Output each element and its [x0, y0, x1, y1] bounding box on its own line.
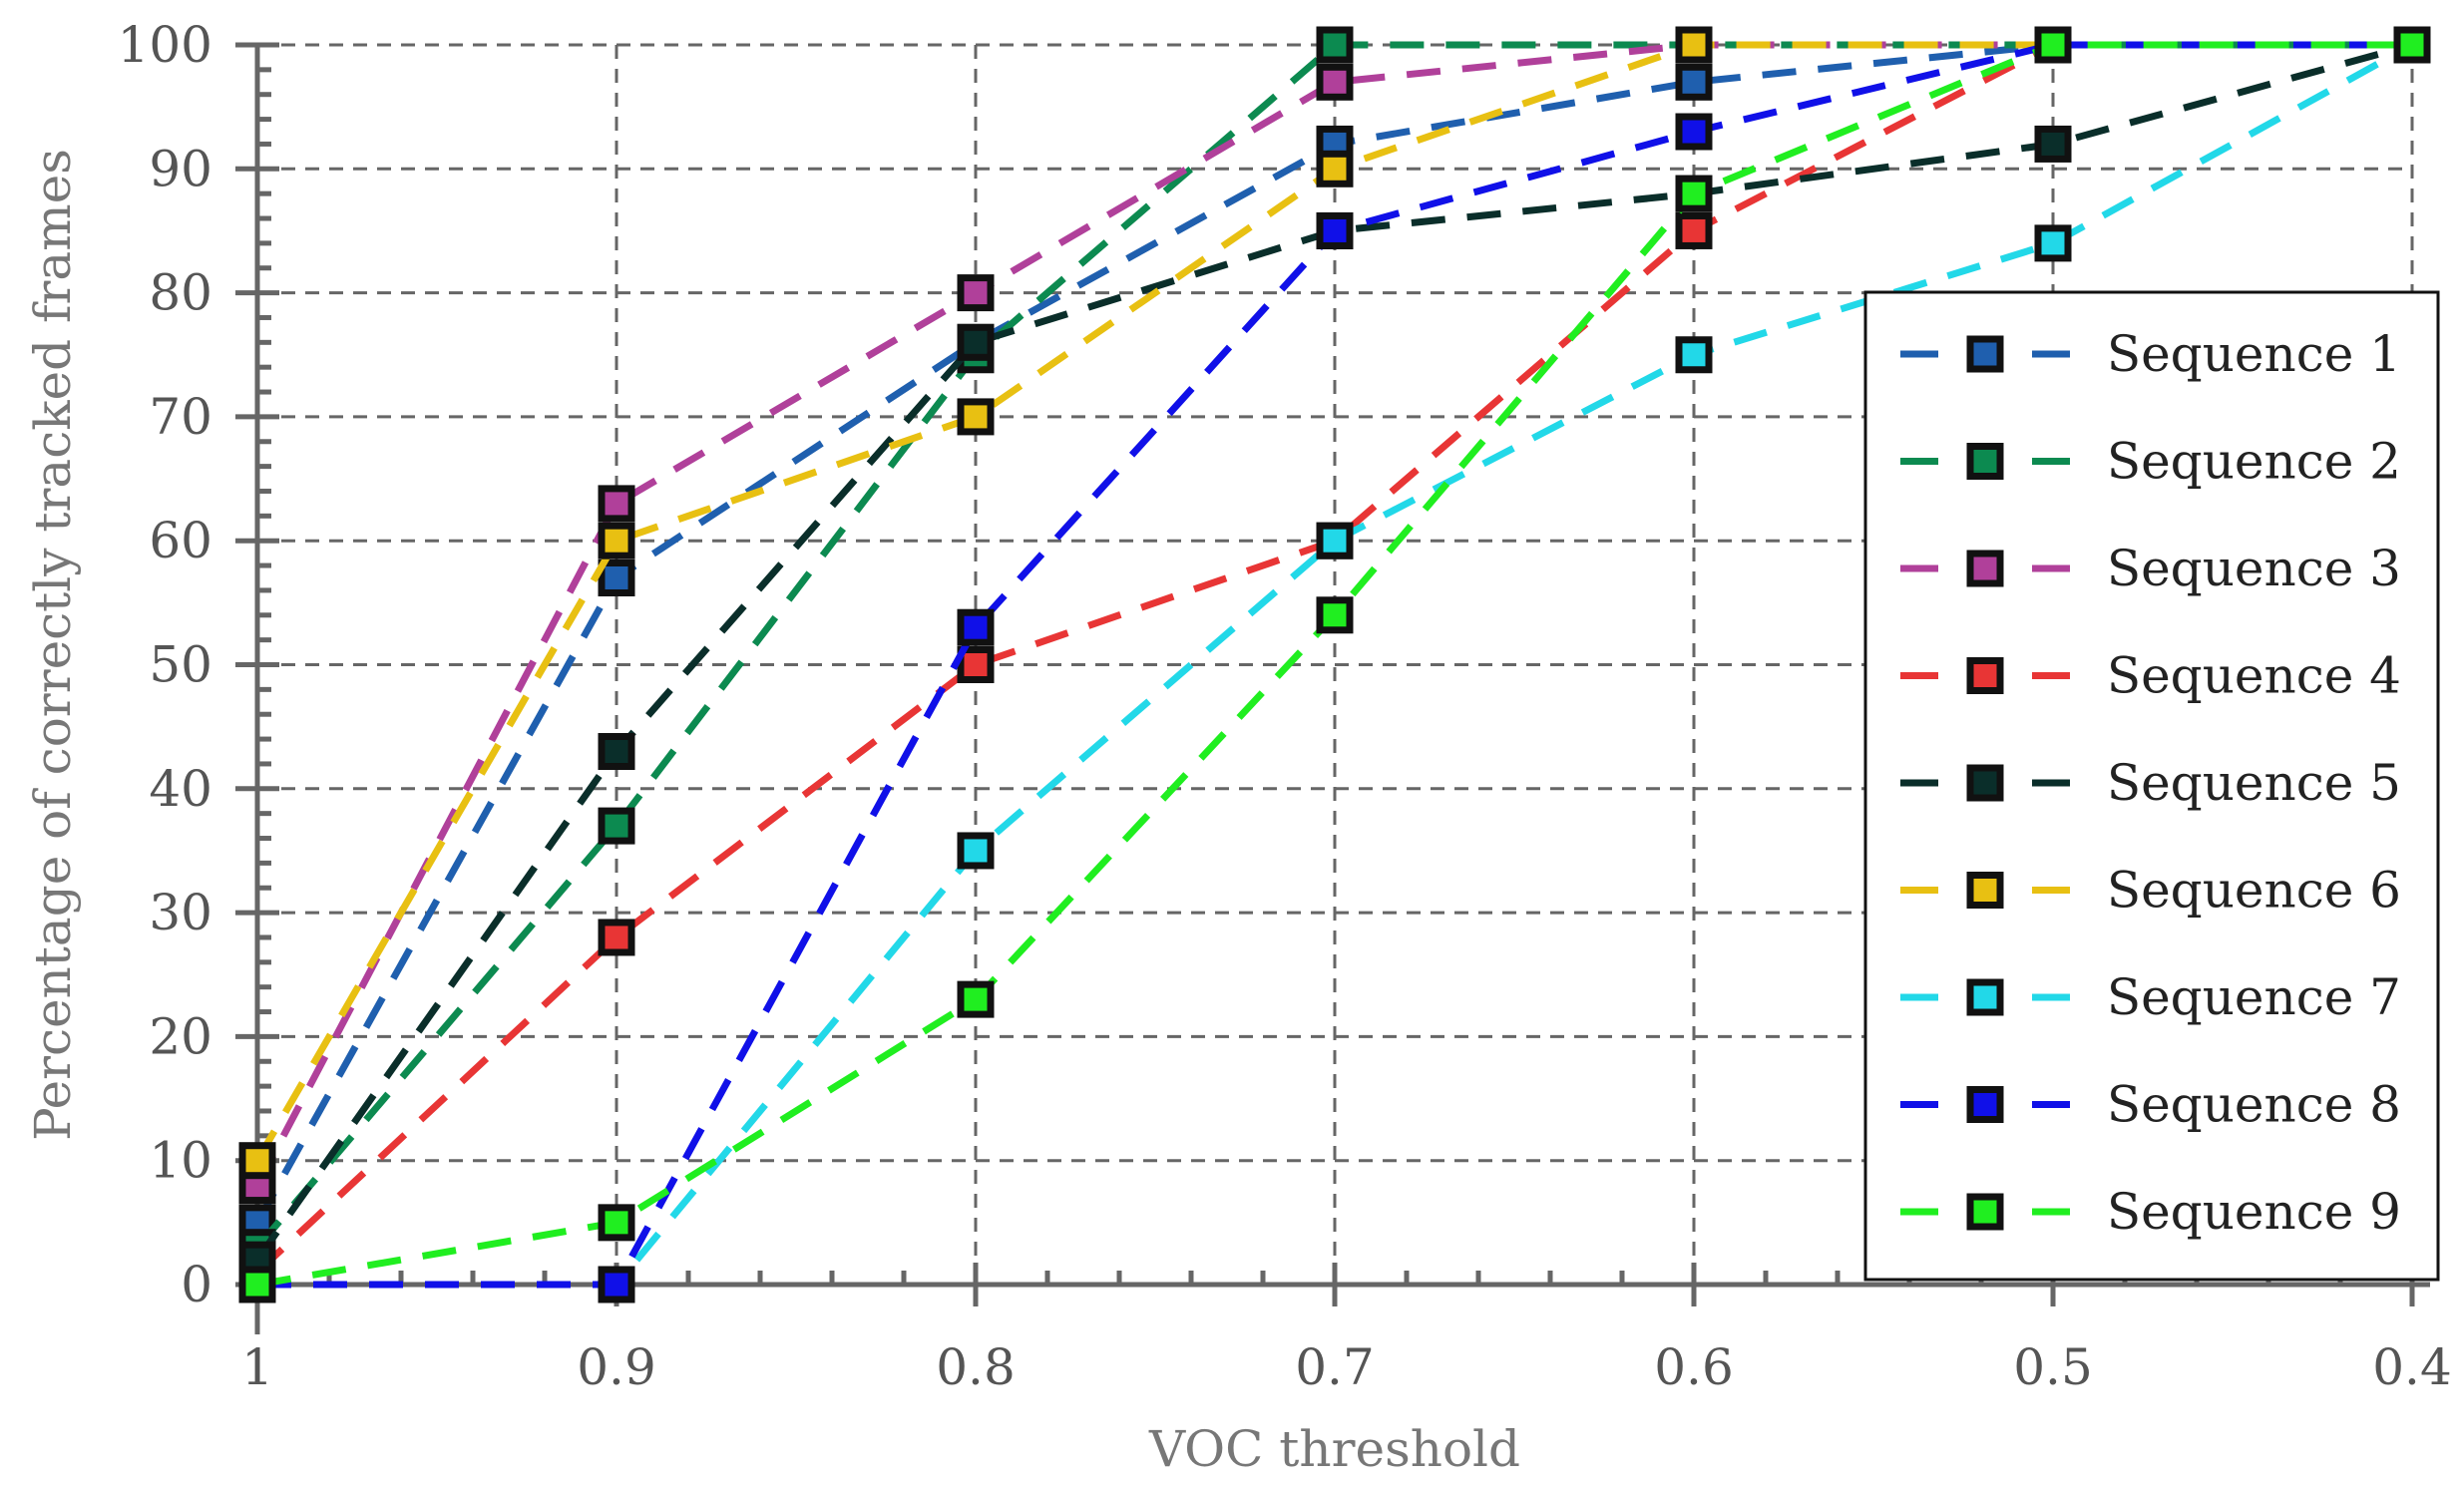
legend-entry: Sequence 2 [1900, 433, 2401, 491]
data-point [238, 1266, 276, 1303]
legend-marker [1966, 1193, 2004, 1231]
data-point [598, 1204, 635, 1242]
legend-entry: Sequence 5 [1900, 754, 2401, 812]
data-point [238, 1142, 276, 1180]
legend-label: Sequence 6 [2107, 862, 2401, 920]
data-point [1675, 63, 1713, 101]
x-tick-label: 0.9 [577, 1338, 656, 1396]
legend-entry: Sequence 8 [1900, 1076, 2401, 1134]
data-point [1316, 596, 1354, 634]
x-tick-label: 0.7 [1295, 1338, 1375, 1396]
data-point [957, 832, 995, 870]
data-point [598, 522, 635, 559]
data-point [1675, 113, 1713, 151]
data-point [598, 485, 635, 523]
data-point [957, 646, 995, 683]
legend-marker [1966, 657, 2004, 694]
data-point [598, 733, 635, 771]
y-tick-labels: 0 10 20 30 40 50 60 70 80 90 100 [118, 16, 212, 1313]
data-point [957, 398, 995, 436]
legend-label: Sequence 7 [2107, 968, 2401, 1026]
legend-entry: Sequence 7 [1900, 968, 2401, 1026]
data-point [2034, 125, 2072, 163]
data-point [1316, 63, 1354, 101]
legend-box [1863, 290, 2440, 1282]
data-point [1675, 211, 1713, 249]
legend-label: Sequence 4 [2107, 647, 2401, 705]
y-tick-label: 60 [149, 512, 212, 569]
legend-marker [1966, 443, 2004, 480]
legend-label: Sequence 1 [2107, 325, 2401, 383]
y-tick-label: 10 [149, 1132, 212, 1190]
y-tick-label: 100 [118, 16, 212, 74]
y-tick-label: 90 [149, 140, 212, 197]
data-point [598, 919, 635, 956]
legend-marker [1966, 764, 2004, 802]
data-point [957, 980, 995, 1018]
data-point [2393, 26, 2431, 64]
x-tick-label: 0.6 [1654, 1338, 1734, 1396]
data-point [598, 1266, 635, 1303]
legend-marker [1966, 550, 2004, 587]
series-group [238, 26, 2431, 1303]
legend-entry: Sequence 9 [1900, 1183, 2401, 1241]
legend-entry: Sequence 6 [1900, 862, 2401, 920]
data-point [1316, 26, 1354, 64]
series-9 [238, 26, 2431, 1303]
data-point [957, 323, 995, 361]
data-point [1316, 211, 1354, 249]
legend-label: Sequence 2 [2107, 433, 2401, 491]
data-point [598, 807, 635, 845]
legend-marker [1966, 872, 2004, 909]
data-point [1316, 522, 1354, 559]
y-axis-title: Percentage of correctly tracked frames [24, 149, 82, 1141]
legend-marker [1966, 1086, 2004, 1123]
x-tick-labels: 1 0.9 0.8 0.7 0.6 0.5 0.4 [241, 1338, 2452, 1396]
data-point [598, 558, 635, 596]
x-tick-label: 0.5 [2013, 1338, 2093, 1396]
legend-label: Sequence 9 [2107, 1183, 2401, 1241]
y-tick-label: 70 [149, 388, 212, 446]
y-tick-label: 0 [181, 1256, 212, 1313]
legend-entry: Sequence 4 [1900, 647, 2401, 705]
legend-marker [1966, 978, 2004, 1016]
data-point [957, 608, 995, 646]
data-point [2034, 224, 2072, 262]
y-tick-label: 40 [149, 760, 212, 818]
x-axis-title: VOC threshold [1148, 1420, 1520, 1478]
legend-label: Sequence 3 [2107, 540, 2401, 597]
x-tick-label: 1 [241, 1338, 273, 1396]
x-tick-label: 0.4 [2372, 1338, 2452, 1396]
x-tick-label: 0.8 [936, 1338, 1016, 1396]
legend: Sequence 1 Sequence 2 Sequence 3 Sequence 4… [1863, 290, 2440, 1282]
legend-label: Sequence 8 [2107, 1076, 2401, 1134]
legend-entry: Sequence 1 [1900, 325, 2401, 383]
data-point [1675, 26, 1713, 64]
legend-marker [1966, 335, 2004, 373]
y-tick-label: 50 [149, 636, 212, 694]
data-point [957, 274, 995, 312]
y-tick-label: 80 [149, 264, 212, 322]
data-point [1675, 175, 1713, 212]
legend-entry: Sequence 3 [1900, 540, 2401, 597]
data-point [1675, 336, 1713, 374]
legend-label: Sequence 5 [2107, 754, 2401, 812]
data-point [2034, 26, 2072, 64]
y-tick-label: 30 [149, 884, 212, 941]
data-point [1316, 150, 1354, 187]
y-tick-label: 20 [149, 1007, 212, 1065]
